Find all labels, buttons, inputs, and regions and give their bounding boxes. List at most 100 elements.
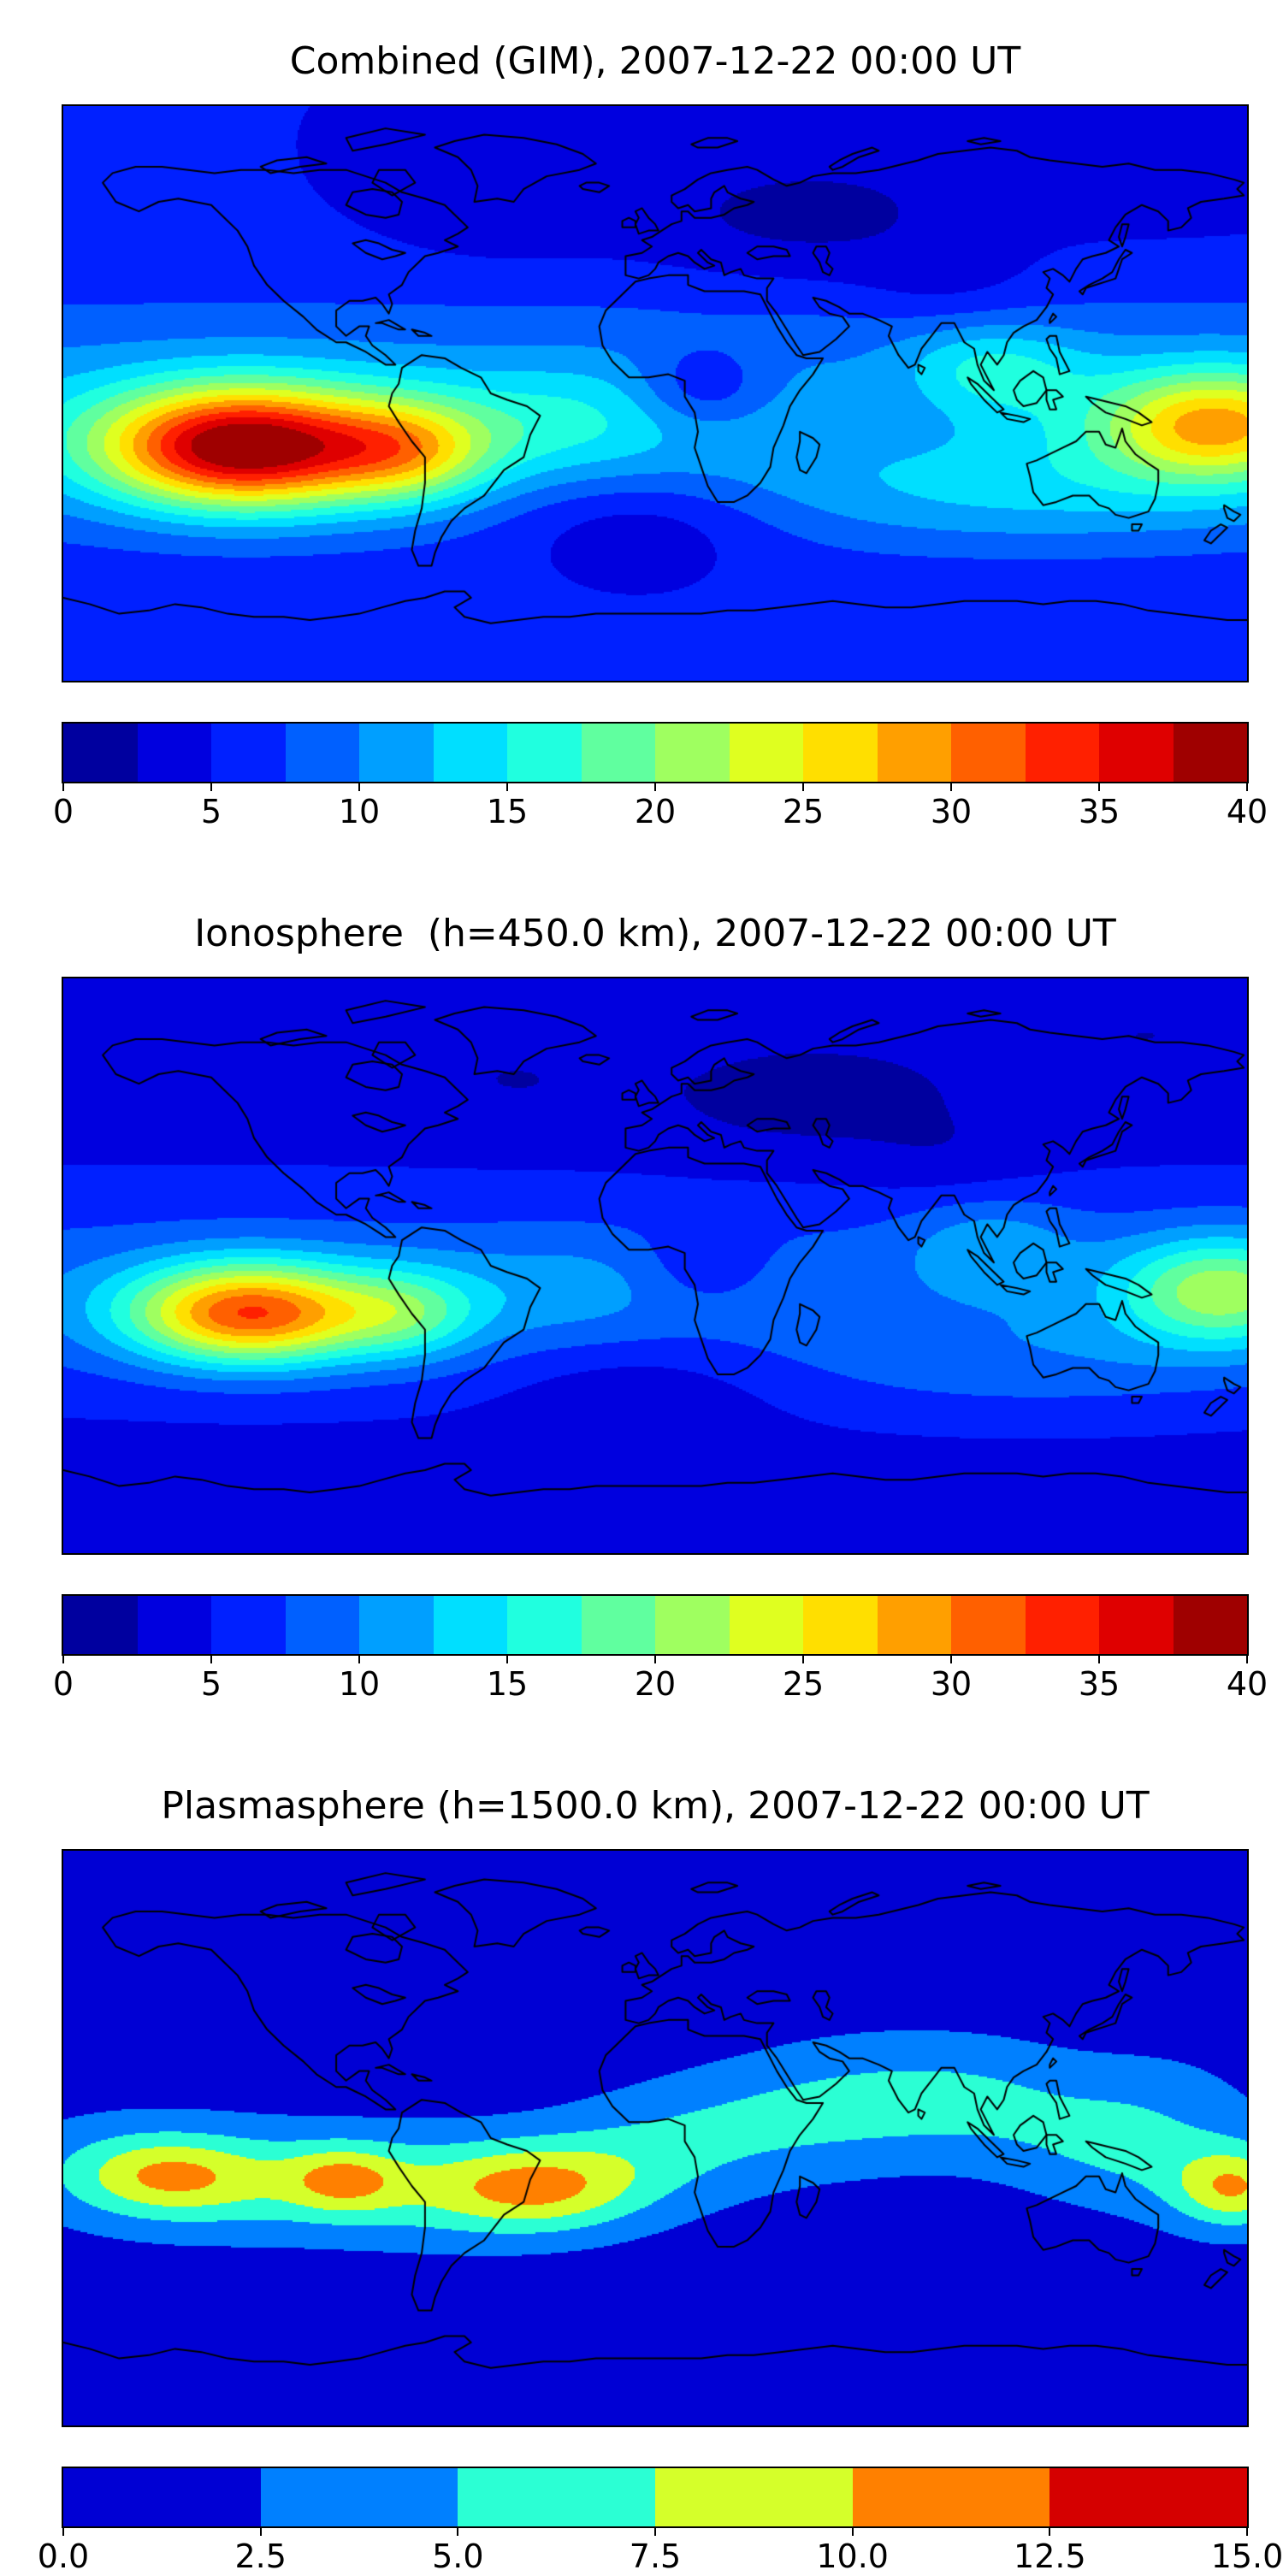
colorbar-segment — [1099, 1596, 1174, 1654]
colorbar-segment — [803, 1596, 878, 1654]
colorbar-tick-label: 0 — [52, 1665, 74, 1703]
colorbar-tick — [950, 783, 952, 791]
colorbar-tick — [62, 1656, 64, 1663]
colorbar-segment — [359, 1596, 434, 1654]
colorbar-tick — [654, 1656, 656, 1663]
colorbar-tick-label: 5.0 — [432, 2538, 484, 2575]
colorbar-segment — [1173, 1596, 1247, 1654]
colorbar-tick — [210, 1656, 212, 1663]
colorbar-segment — [852, 2468, 1050, 2526]
colorbar-tickmarks-plasmasphere — [62, 2528, 1249, 2537]
colorbar-tick — [802, 1656, 804, 1663]
colorbar-segment — [285, 1596, 359, 1654]
colorbar-tick — [1246, 2528, 1248, 2536]
colorbar-segment — [1049, 2468, 1248, 2526]
colorbar-segment — [211, 724, 286, 782]
panel-title-plasmasphere: Plasmasphere (h=1500.0 km), 2007-12-22 0… — [161, 1784, 1150, 1828]
colorbar-segment — [729, 1596, 803, 1654]
colorbar-tick — [802, 783, 804, 791]
panel-ionosphere: Ionosphere (h=450.0 km), 2007-12-22 00:0… — [53, 912, 1268, 1704]
colorbar-tick — [950, 1656, 952, 1663]
colorbar-segment — [433, 724, 507, 782]
colorbar-tick — [1246, 1656, 1248, 1663]
colorbar-tick-label: 30 — [930, 1665, 973, 1703]
colorbar-segment — [285, 724, 359, 782]
panel-combined: Combined (GIM), 2007-12-22 00:00 UT 0 5 10… — [53, 0, 1268, 831]
colorbar-tick-label: 10.0 — [816, 2538, 889, 2575]
colorbar-tick — [1049, 2528, 1051, 2536]
colorbar-segment — [458, 2468, 656, 2526]
colorbar-tickmarks-ionosphere — [62, 1656, 1249, 1664]
colorbar-tick — [851, 2528, 854, 2536]
colorbar-segment — [433, 1596, 507, 1654]
colorbar-segment — [211, 1596, 286, 1654]
colorbar-tick-label: 35 — [1078, 793, 1120, 830]
colorbar-tick — [506, 783, 508, 791]
colorbar-tick-label: 25 — [782, 793, 825, 830]
colorbar-tick-label: 40 — [1226, 1665, 1268, 1703]
colorbar-tick-label: 7.5 — [629, 2538, 682, 2575]
colorbar-ionosphere — [62, 1594, 1249, 1656]
colorbar-tick-label: 10 — [338, 793, 381, 830]
colorbar-tick — [1098, 1656, 1100, 1663]
colorbar-tick — [210, 783, 212, 791]
colorbar-tick — [62, 2528, 64, 2536]
colorbar-segment — [877, 724, 951, 782]
colorbar-tick — [654, 2528, 656, 2536]
colorbar-segment — [1025, 1596, 1099, 1654]
colorbar-tick-label: 5 — [200, 793, 222, 830]
colorbar-segment — [137, 1596, 211, 1654]
colorbar-segment — [63, 1596, 138, 1654]
colorbar-labels-plasmasphere: 0.0 2.5 5.0 7.5 10.0 12.5 15.0 — [38, 2538, 1283, 2576]
colorbar-tick-label: 30 — [930, 793, 973, 830]
colorbar-labels-combined: 0 5 10 15 20 25 30 35 40 — [53, 793, 1268, 831]
colorbar-segment — [803, 724, 878, 782]
colorbar-tick — [259, 2528, 262, 2536]
colorbar-tick — [1246, 783, 1248, 791]
colorbar-tick — [1098, 783, 1100, 791]
colorbar-labels-ionosphere: 0 5 10 15 20 25 30 35 40 — [53, 1665, 1268, 1704]
colorbar-segment — [1099, 724, 1174, 782]
colorbar-segment — [729, 724, 803, 782]
colorbar-segment — [63, 724, 138, 782]
map-canvas-plasmasphere — [62, 1849, 1249, 2427]
colorbar-segment — [359, 724, 434, 782]
colorbar-segment — [507, 724, 582, 782]
colorbar-segment — [877, 1596, 951, 1654]
colorbar-combined — [62, 722, 1249, 783]
colorbar-segment — [137, 724, 211, 782]
colorbar-tick-label: 0 — [52, 793, 74, 830]
colorbar-tick — [654, 783, 656, 791]
colorbar-segment — [63, 2468, 261, 2526]
colorbar-tick-label: 12.5 — [1014, 2538, 1086, 2575]
colorbar-tick-label: 20 — [634, 793, 677, 830]
colorbar-tick-label: 0.0 — [37, 2538, 90, 2575]
colorbar-tick-label: 5 — [200, 1665, 222, 1703]
colorbar-segment — [655, 2468, 853, 2526]
colorbar-tick-label: 35 — [1078, 1665, 1120, 1703]
colorbar-segment — [260, 2468, 458, 2526]
colorbar-tick-label: 20 — [634, 1665, 677, 1703]
colorbar-tickmarks-combined — [62, 783, 1249, 792]
colorbar-segment — [581, 1596, 655, 1654]
colorbar-plasmasphere — [62, 2467, 1249, 2528]
colorbar-segment — [951, 1596, 1026, 1654]
panel-title-combined: Combined (GIM), 2007-12-22 00:00 UT — [289, 39, 1021, 83]
colorbar-tick-label: 15.0 — [1210, 2538, 1283, 2575]
colorbar-segment — [951, 724, 1026, 782]
panel-title-ionosphere: Ionosphere (h=450.0 km), 2007-12-22 00:0… — [194, 912, 1116, 955]
colorbar-tick-label: 25 — [782, 1665, 825, 1703]
colorbar-segment — [581, 724, 655, 782]
colorbar-segment — [655, 724, 730, 782]
colorbar-segment — [1025, 724, 1099, 782]
colorbar-segment — [655, 1596, 730, 1654]
colorbar-segment — [1173, 724, 1247, 782]
colorbar-tick-label: 2.5 — [234, 2538, 287, 2575]
colorbar-tick — [358, 1656, 360, 1663]
map-canvas-combined — [62, 104, 1249, 682]
colorbar-tick — [62, 783, 64, 791]
colorbar-segment — [507, 1596, 582, 1654]
colorbar-tick-label: 10 — [338, 1665, 381, 1703]
